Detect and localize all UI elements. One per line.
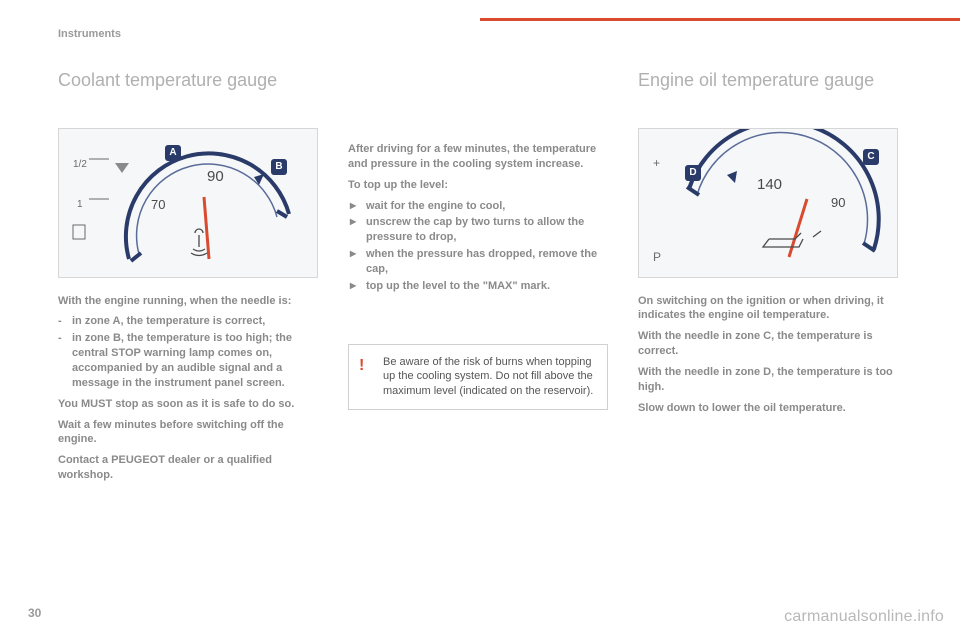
section-header: Instruments bbox=[58, 28, 121, 40]
warning-icon: ! bbox=[359, 355, 364, 377]
col3-p4: Slow down to lower the oil temperature. bbox=[638, 401, 900, 416]
col3-p3: With the needle in zone D, the temperatu… bbox=[638, 365, 900, 395]
col2-b4: top up the level to the "MAX" mark. bbox=[348, 279, 608, 294]
heading-oil: Engine oil temperature gauge bbox=[638, 70, 900, 92]
col3-p2: With the needle in zone C, the temperatu… bbox=[638, 329, 900, 359]
col2-b3: when the pressure has dropped, remove th… bbox=[348, 247, 608, 277]
oil-left-2: P bbox=[653, 250, 661, 264]
col2-bullets: wait for the engine to cool, unscrew the… bbox=[348, 199, 608, 294]
watermark: carmanualsonline.info bbox=[784, 608, 944, 626]
heading-coolant: Coolant temperature gauge bbox=[58, 70, 318, 92]
coolant-gauge-figure: 1/2 1 70 90 A B bbox=[58, 128, 318, 278]
tick-90-oil: 90 bbox=[831, 195, 845, 210]
left-mark-2: 1 bbox=[77, 199, 83, 210]
col1-bullet-2: in zone B, the temperature is too high; … bbox=[58, 331, 318, 390]
warning-box: ! Be aware of the risk of burns when top… bbox=[348, 344, 608, 411]
col1-after1: You MUST stop as soon as it is safe to d… bbox=[58, 397, 318, 412]
warning-text: Be aware of the risk of burns when toppi… bbox=[383, 356, 593, 398]
col1-bullets: in zone A, the temperature is correct, i… bbox=[58, 314, 318, 390]
page-number: 30 bbox=[28, 606, 41, 620]
oil-left-1: + bbox=[653, 156, 660, 170]
gauge-badge-c: C bbox=[863, 149, 879, 165]
top-accent-bar bbox=[480, 18, 960, 21]
tick-140: 140 bbox=[757, 176, 782, 193]
gauge-badge-a: A bbox=[165, 145, 181, 161]
col1-intro: With the engine running, when the needle… bbox=[58, 294, 318, 309]
col1-after3: Contact a PEUGEOT dealer or a qualified … bbox=[58, 453, 318, 483]
tick-70: 70 bbox=[151, 197, 165, 212]
column-topup: After driving for a few minutes, the tem… bbox=[348, 70, 608, 410]
coolant-gauge-svg: 1/2 1 70 90 bbox=[59, 129, 319, 279]
gauge-badge-b: B bbox=[271, 159, 287, 175]
col2-p1: After driving for a few minutes, the tem… bbox=[348, 142, 608, 172]
oil-gauge-figure: + P 140 90 C D bbox=[638, 128, 898, 278]
col1-bullet-1: in zone A, the temperature is correct, bbox=[58, 314, 318, 329]
col2-b1: wait for the engine to cool, bbox=[348, 199, 608, 214]
tick-90: 90 bbox=[207, 168, 224, 185]
col2-p2: To top up the level: bbox=[348, 178, 608, 193]
column-coolant: Coolant temperature gauge 1/2 1 70 90 bbox=[58, 70, 318, 489]
col2-b2: unscrew the cap by two turns to allow th… bbox=[348, 215, 608, 245]
column-oil: Engine oil temperature gauge + P 140 90 … bbox=[638, 70, 900, 422]
left-mark-1: 1/2 bbox=[73, 159, 87, 170]
col3-p1: On switching on the ignition or when dri… bbox=[638, 294, 900, 324]
oil-gauge-svg: + P 140 90 bbox=[639, 129, 899, 279]
col1-after2: Wait a few minutes before switching off … bbox=[58, 418, 318, 448]
gauge-badge-d: D bbox=[685, 165, 701, 181]
